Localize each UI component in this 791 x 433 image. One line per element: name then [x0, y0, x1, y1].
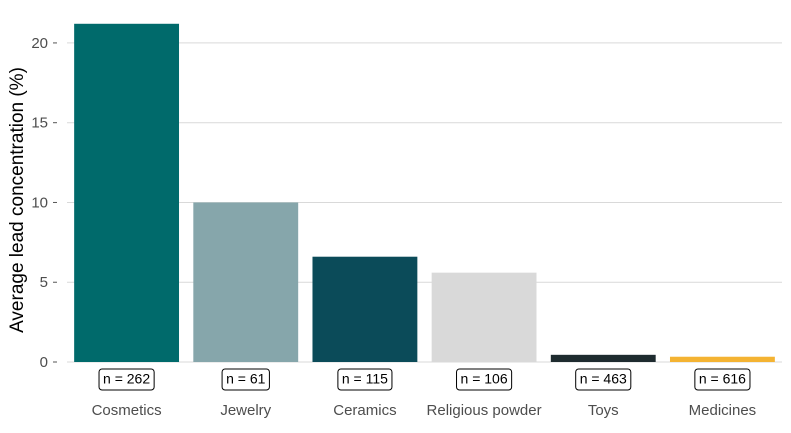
x-tick-label: Cosmetics — [92, 402, 162, 419]
sample-size-label: n = 106 — [461, 371, 508, 387]
sample-size-label: n = 616 — [699, 371, 746, 387]
y-tick-label: 10 — [31, 194, 48, 211]
bar — [431, 272, 537, 362]
sample-size-box — [456, 368, 513, 391]
sample-size-label: n = 115 — [342, 371, 388, 387]
sample-size-box — [98, 368, 155, 391]
x-tick-label: Toys — [588, 402, 619, 419]
y-axis-label: Average lead concentration (%) — [7, 67, 28, 333]
bar — [312, 256, 418, 362]
bar — [550, 354, 656, 362]
x-tick-label: Ceramics — [333, 402, 396, 419]
sample-size-label: n = 463 — [580, 371, 627, 387]
x-tick-label: Medicines — [689, 402, 757, 419]
bar — [193, 202, 299, 362]
x-tick-label: Religious powder — [427, 402, 542, 419]
y-tick-label: 15 — [31, 115, 48, 132]
sample-size-box — [221, 368, 270, 391]
sample-size-label: n = 61 — [226, 371, 266, 387]
sample-size-box — [575, 368, 632, 391]
y-tick-label: 5 — [40, 274, 48, 291]
bar — [669, 356, 775, 362]
sample-size-box — [337, 368, 393, 391]
y-tick-label: 0 — [40, 354, 48, 371]
x-tick-label: Jewelry — [220, 402, 271, 419]
sample-size-label: n = 262 — [103, 371, 150, 387]
bar — [74, 23, 180, 363]
sample-size-box — [694, 368, 751, 391]
y-tick-label: 20 — [31, 35, 48, 52]
